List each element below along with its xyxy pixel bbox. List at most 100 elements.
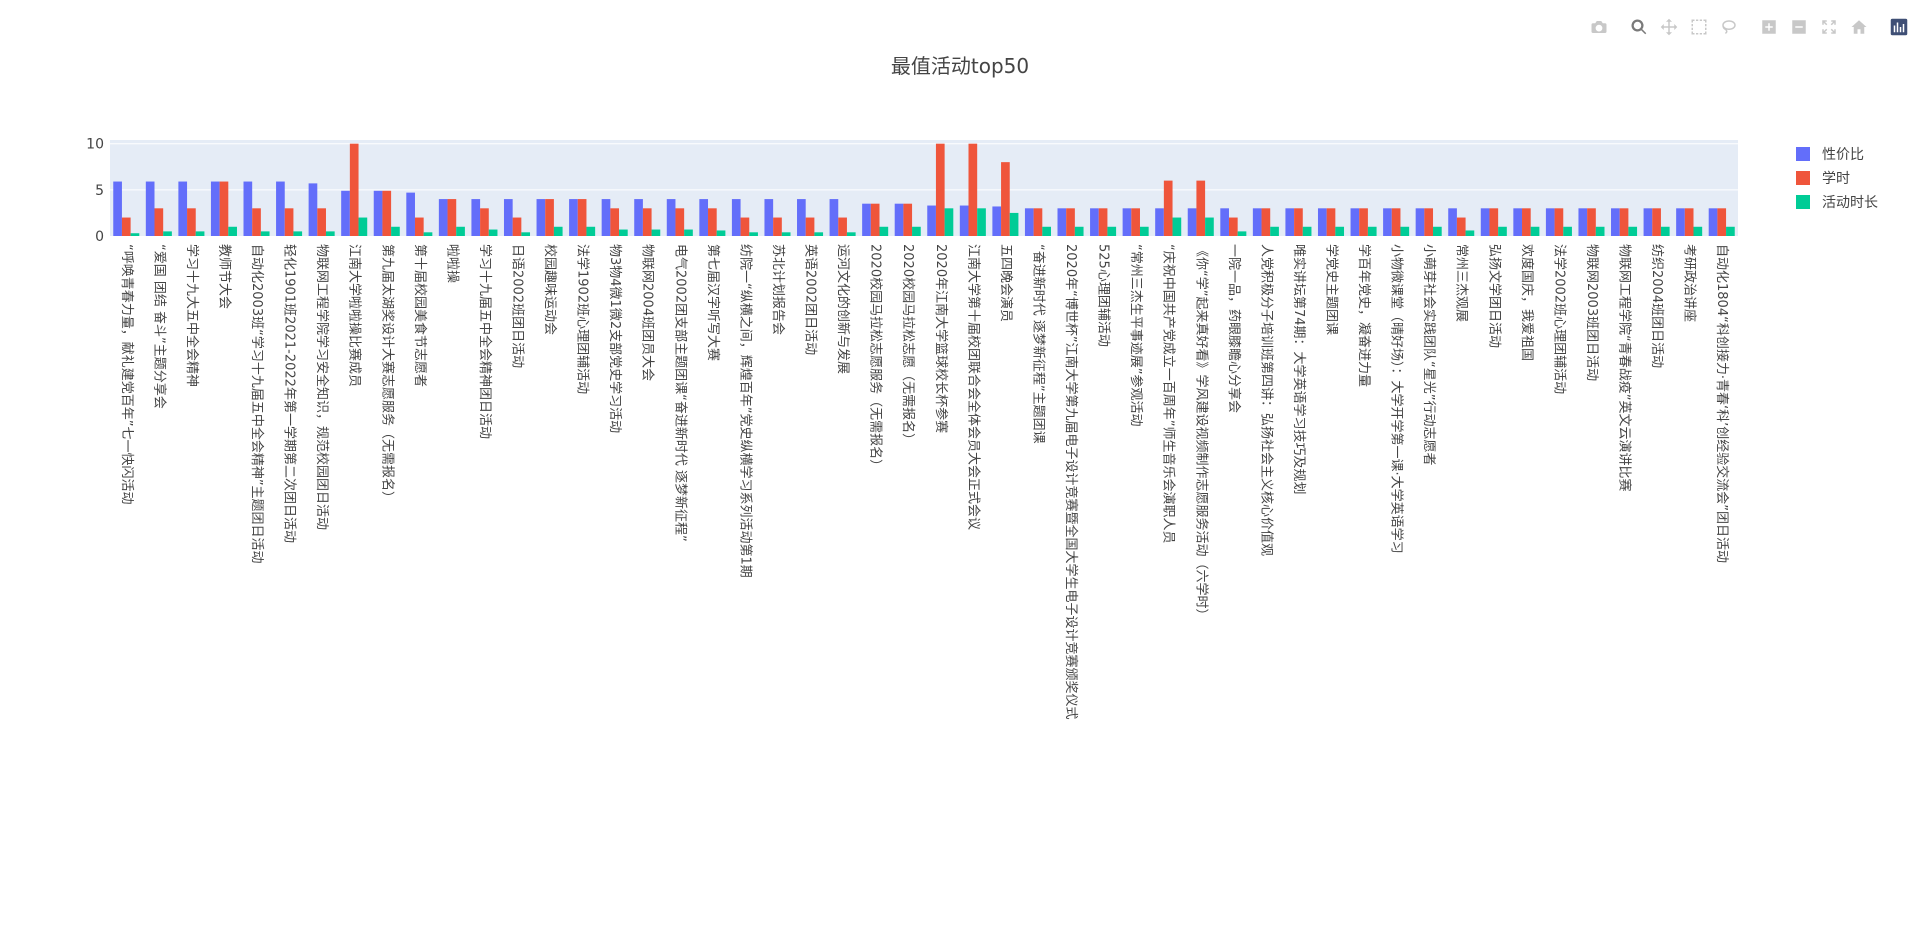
bar[interactable] — [349, 143, 359, 236]
bar[interactable] — [1611, 208, 1620, 236]
bar[interactable] — [1619, 208, 1629, 236]
bar[interactable] — [846, 232, 856, 236]
bar[interactable] — [577, 199, 587, 236]
plotly-logo-icon[interactable] — [1886, 14, 1912, 40]
bar[interactable] — [1196, 180, 1206, 236]
bar[interactable] — [503, 199, 513, 236]
bar[interactable] — [634, 199, 643, 236]
bar[interactable] — [992, 206, 1002, 236]
pan-icon[interactable] — [1656, 14, 1682, 40]
bar[interactable] — [406, 192, 415, 236]
legend-item-label[interactable]: 学时 — [1822, 171, 1850, 187]
bar[interactable] — [764, 199, 774, 236]
legend-swatch[interactable] — [1796, 171, 1810, 185]
bar[interactable] — [1187, 208, 1197, 236]
bar[interactable] — [260, 231, 270, 236]
bar[interactable] — [1465, 230, 1475, 236]
bar[interactable] — [358, 217, 368, 236]
bar[interactable] — [219, 181, 229, 236]
bar[interactable] — [1335, 226, 1345, 236]
bar[interactable] — [1545, 208, 1555, 236]
bar[interactable] — [341, 190, 350, 236]
bar[interactable] — [1513, 208, 1523, 236]
bar[interactable] — [391, 226, 400, 236]
bar[interactable] — [471, 199, 481, 236]
bar[interactable] — [1001, 162, 1010, 236]
bar[interactable] — [488, 229, 498, 236]
bar[interactable] — [797, 199, 806, 236]
bar[interactable] — [601, 199, 611, 236]
bar[interactable] — [1009, 212, 1019, 236]
bar[interactable] — [1172, 217, 1182, 236]
bar[interactable] — [1098, 208, 1108, 236]
bar[interactable] — [1252, 208, 1262, 236]
bar[interactable] — [1074, 226, 1084, 236]
bar[interactable] — [512, 217, 522, 236]
bar[interactable] — [1228, 217, 1238, 236]
bar[interactable] — [1350, 208, 1360, 236]
bar[interactable] — [1359, 208, 1368, 236]
bar[interactable] — [610, 208, 620, 236]
bar[interactable] — [1139, 226, 1149, 236]
bar[interactable] — [1400, 226, 1410, 236]
bar[interactable] — [1456, 217, 1466, 236]
bar[interactable] — [1480, 208, 1490, 236]
bar[interactable] — [536, 199, 546, 236]
bar[interactable] — [935, 143, 945, 236]
bar[interactable] — [829, 199, 839, 236]
bar[interactable] — [1415, 208, 1425, 236]
bar[interactable] — [1237, 231, 1247, 236]
bar[interactable] — [373, 190, 383, 236]
bar[interactable] — [1530, 226, 1540, 236]
bar[interactable] — [1652, 208, 1661, 236]
bar[interactable] — [1448, 208, 1457, 236]
zoom-in-icon[interactable] — [1756, 14, 1782, 40]
bar[interactable] — [317, 208, 326, 236]
bar[interactable] — [130, 233, 140, 236]
bar[interactable] — [781, 232, 791, 236]
bar[interactable] — [293, 231, 303, 236]
bar[interactable] — [838, 217, 847, 236]
bar[interactable] — [1676, 208, 1685, 236]
bar[interactable] — [145, 181, 155, 236]
bar[interactable] — [1205, 217, 1214, 236]
bar[interactable] — [944, 208, 954, 236]
bar[interactable] — [195, 231, 205, 236]
bar[interactable] — [959, 205, 969, 236]
bar[interactable] — [675, 208, 685, 236]
bar[interactable] — [773, 217, 782, 236]
bar[interactable] — [903, 203, 913, 236]
bar[interactable] — [699, 199, 709, 236]
legend-item-label[interactable]: 性价比 — [1822, 147, 1864, 163]
bar[interactable] — [586, 226, 596, 236]
bar[interactable] — [276, 181, 285, 236]
bar[interactable] — [749, 232, 758, 236]
bar[interactable] — [1155, 208, 1164, 236]
bar[interactable] — [927, 205, 936, 236]
bar[interactable] — [545, 199, 554, 236]
bar[interactable] — [113, 181, 122, 236]
bar[interactable] — [1717, 208, 1727, 236]
legend-swatch[interactable] — [1796, 147, 1810, 161]
bar[interactable] — [1066, 208, 1075, 236]
box-select-icon[interactable] — [1686, 14, 1712, 40]
bar[interactable] — [1693, 226, 1703, 236]
bar[interactable] — [912, 226, 921, 236]
bar[interactable] — [121, 217, 131, 236]
bar[interactable] — [1317, 208, 1327, 236]
bar[interactable] — [243, 181, 253, 236]
bar[interactable] — [1643, 208, 1653, 236]
bar[interactable] — [569, 199, 578, 236]
bar[interactable] — [1424, 208, 1434, 236]
bar[interactable] — [879, 226, 889, 236]
bar[interactable] — [1302, 226, 1312, 236]
bar[interactable] — [862, 203, 871, 236]
bar[interactable] — [651, 229, 661, 236]
bar[interactable] — [228, 226, 237, 236]
bar[interactable] — [968, 143, 978, 236]
bar[interactable] — [708, 208, 717, 236]
bar[interactable] — [1554, 208, 1564, 236]
bar[interactable] — [1433, 226, 1442, 236]
bar[interactable] — [1578, 208, 1588, 236]
